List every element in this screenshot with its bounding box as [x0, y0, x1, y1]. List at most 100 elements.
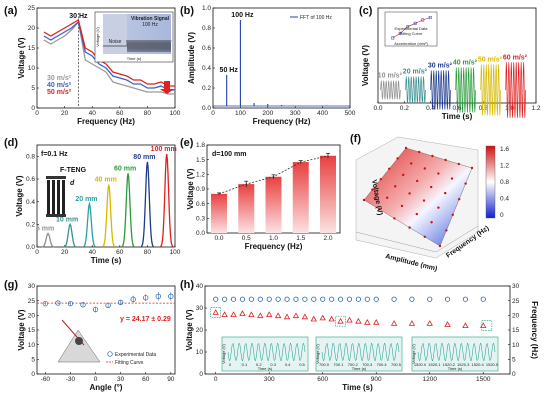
panel-f-surface-point	[444, 191, 447, 195]
panel-f-surface-point	[437, 172, 440, 175]
panel-g-x-tick-label: -30	[66, 376, 76, 383]
panel-g-x-tick-label: 90	[167, 376, 175, 383]
panel-f-colorbar-tick-3: 0.4	[500, 196, 509, 203]
panel-f-surface-point	[400, 204, 404, 208]
panel-g-y-tick-label: 5	[31, 357, 35, 364]
panel-c-inset-point	[406, 25, 410, 29]
panel-h-y-tick-label: 30	[196, 305, 204, 312]
panel-d-pulse-3	[102, 184, 116, 248]
panel-d-ylabel: Voltage (V)	[15, 175, 24, 217]
panel-h-x-tick-label: 1500	[476, 376, 491, 383]
panel-h-voltage-point	[292, 312, 300, 319]
panel-h-inset-tick-1: 700.4	[377, 362, 388, 367]
panel-a-y-tick-label: 10	[28, 65, 36, 72]
panel-h-voltage-point	[274, 312, 282, 319]
panel-a-red-arrow-icon	[160, 81, 174, 94]
panel-d-pulse-label-2: 20 mm	[75, 196, 97, 203]
panel-c-inset-legend-0: Experimental Data	[395, 26, 429, 31]
panel-h-voltage-point	[355, 317, 362, 324]
panel-f-surface-point	[437, 206, 440, 209]
panel-h-y2-tick-label: 30	[512, 283, 520, 290]
panel-g-point	[80, 302, 86, 308]
panel-g-device-hub	[75, 337, 83, 345]
panel-h-inset-tick-0: 0.1	[242, 362, 248, 367]
panel-d-y-tick-label: 0.2	[26, 222, 35, 229]
panel-b-x-tick-label: 200	[262, 110, 273, 117]
panel-d-x-tick-label: 0	[35, 249, 39, 256]
panel-h-frequency-point	[293, 296, 299, 302]
panel-b-label: (b)	[180, 5, 194, 17]
panel-h-y2-tick-label: 20	[512, 313, 520, 320]
panel-f-surface-point	[388, 167, 391, 170]
panel-g-point	[155, 293, 161, 299]
panel-h-x-tick-label: 900	[371, 376, 382, 383]
panel-a-inset-xlabel: Time (s)	[127, 56, 142, 61]
panel-f-surface-point	[464, 182, 467, 185]
panel-g-y-tick-label: 15	[28, 327, 36, 334]
panel-c-x-tick-label: 0.0	[373, 105, 382, 112]
panel-f-surface-point	[418, 150, 421, 154]
panel-e-title: d=100 mm	[212, 151, 246, 158]
panel-a-x-tick-label: 0	[35, 110, 39, 117]
panel-h-frequency-point	[337, 296, 344, 302]
panel-c-label: (c)	[359, 5, 373, 17]
panel-d-x-tick-label: 80	[144, 249, 152, 256]
panel-e-trend-line	[218, 155, 329, 195]
panel-a-x-tick-label: 100	[170, 110, 181, 117]
panel-d-device-letter: d	[70, 180, 75, 187]
panel-h-frequency-point	[239, 296, 246, 302]
panel-h-highlight-box-1	[335, 315, 346, 327]
panel-f-surface-point	[404, 146, 408, 150]
panel-c-x-tick-label: 1.2	[531, 105, 540, 112]
panel-b-x-tick-label: 0	[211, 110, 215, 117]
panel-h-voltage-point	[283, 313, 291, 320]
panel-a-legend-2: 50 m/s²	[47, 89, 72, 96]
panel-f-colorbar-tick-4: 0	[500, 212, 504, 219]
panel-f-surface-point	[430, 185, 433, 189]
panel-g-legend-1: Fitting Curve	[115, 360, 144, 366]
panel-h-frequency-point	[346, 296, 353, 302]
panel-h-label: (h)	[180, 279, 194, 291]
panel-f-surface-point	[408, 226, 411, 229]
panel-f-surface-point	[457, 162, 460, 166]
panel-f-surface-point	[445, 229, 448, 232]
panel-d-pulse-5	[140, 161, 155, 248]
panel-h-inset-frame-0	[221, 336, 309, 372]
panel-e-y-tick-label: 1.8	[196, 142, 205, 149]
panel-b-y-tick-label: 0.6	[202, 45, 211, 52]
panel-h-y2-tick-label: 15	[512, 327, 520, 334]
panel-b-legend-text: FFT of 100 Hz	[300, 15, 332, 21]
panel-e-x-tick-label: 1.0	[269, 235, 278, 242]
panel-e-ylabel: Voltage (V)	[186, 168, 195, 210]
panel-c-inset-point	[398, 31, 402, 35]
panel-h-frequency-point	[409, 296, 415, 302]
panel-c-signal-1	[405, 76, 426, 104]
panel-f-surface-point	[402, 173, 405, 177]
panel-d-device-top-plate	[46, 176, 66, 179]
panel-d-y-tick-label: 0.8	[26, 154, 35, 161]
panel-h-x-tick-label: 300	[264, 376, 275, 383]
panel-f-surface-point	[386, 196, 389, 199]
panel-h-inset-tick-0: 0.2	[256, 362, 262, 367]
panel-a-label: (a)	[4, 5, 18, 17]
panel-h-inset-tick-0: 0.3	[270, 362, 276, 367]
panel-h-inset-frame-1	[315, 336, 403, 372]
panel-h-y2-tick-label: 10	[512, 342, 520, 349]
panel-b-y-tick-label: 1.0	[202, 5, 211, 12]
panel-h-ylabel: Voltage (V)	[185, 309, 194, 351]
panel-h-inset-tick-1: 700.1	[333, 362, 344, 367]
panel-h-voltage-point	[426, 320, 433, 326]
panel-c-signal-0	[380, 80, 401, 100]
panel-f-surface-point	[423, 167, 426, 170]
panel-h-frequency-point	[444, 296, 451, 302]
panel-b-y-tick-label: 0.0	[202, 105, 211, 112]
panel-d-pulse-label-3: 40 mm	[95, 177, 117, 184]
panel-h-frequency-point	[462, 296, 469, 302]
panel-h-y-tick-label: 40	[196, 283, 204, 290]
panel-h-voltage-point	[221, 311, 228, 317]
panel-h-inset-tick-1: 700.2	[348, 362, 359, 367]
panel-a-y-tick-label: 5	[31, 85, 35, 92]
panel-h-y2-tick-label: 25	[512, 298, 520, 305]
panel-h-voltage-point	[257, 312, 264, 319]
